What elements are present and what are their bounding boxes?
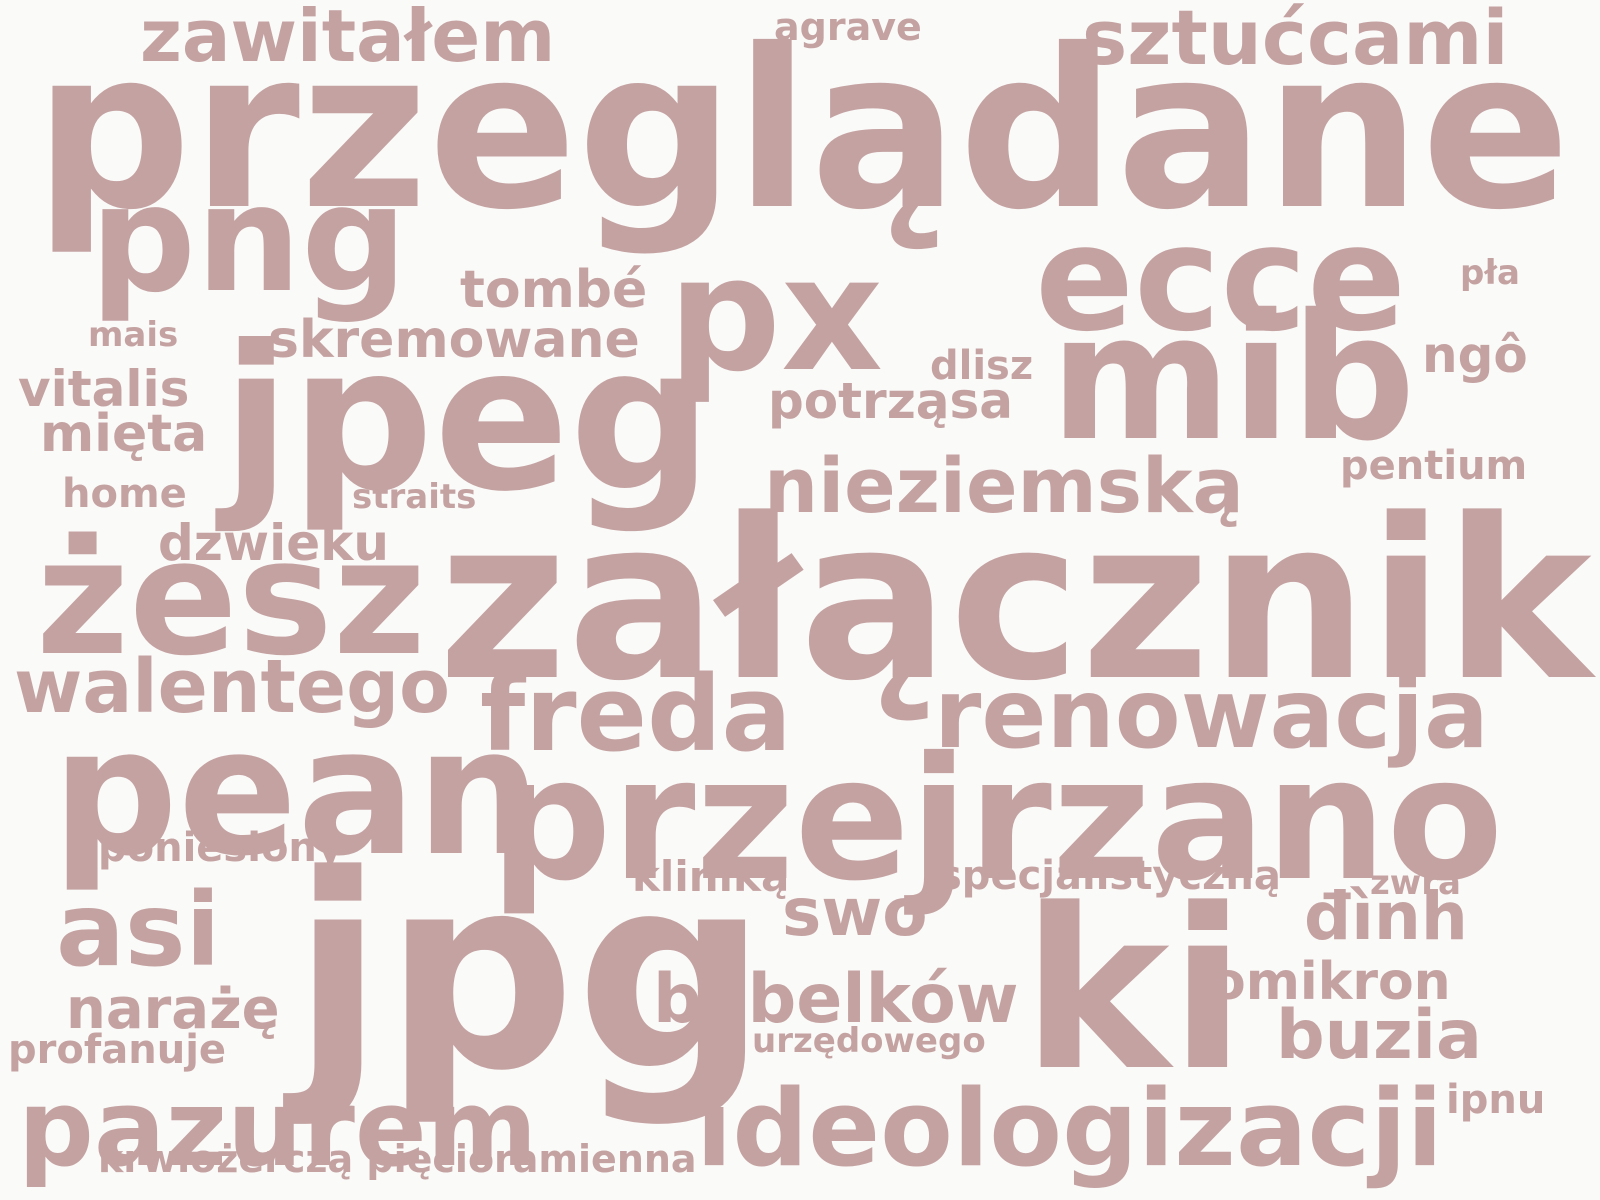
word-mais: mais <box>88 315 179 355</box>
word-jpg: jpg <box>292 818 768 1130</box>
word-pentium: pentium <box>1340 443 1528 489</box>
word-swo: swo <box>782 874 928 951</box>
word-zesz: żesz <box>36 504 426 691</box>
word-ipnu: ipnu <box>1446 1077 1546 1123</box>
word-ki: ki <box>1022 862 1246 1120</box>
word-pazurem: pazurem <box>18 1067 538 1190</box>
word-dzwieku: dzwieku <box>158 514 389 572</box>
word-mieta: mięta <box>40 404 208 464</box>
word-sztuccami: sztućcami <box>1082 0 1509 82</box>
word-dlisz: dlisz <box>930 343 1034 389</box>
word-pla: pła <box>1460 253 1520 293</box>
word-agrave: agrave <box>774 5 922 49</box>
word-dinh: đình <box>1304 878 1468 955</box>
word-vitalis: vitalis <box>18 360 190 418</box>
word-buzia: buzia <box>1276 996 1482 1075</box>
word-freda: freda <box>480 653 792 775</box>
word-tombe: tombé <box>460 260 648 320</box>
word-mib: mib <box>1050 277 1416 480</box>
word-profanuje: profanuje <box>8 1027 227 1073</box>
word-potrzasa: potrząsa <box>768 372 1014 430</box>
word-krwiozercza-piecioramienna: krwiożerczą pięcioramienna <box>98 1137 697 1181</box>
word-px: px <box>668 223 884 407</box>
word-zalacznik: załącznik <box>438 472 1592 730</box>
word-png: png <box>90 153 408 325</box>
word-specjalistyczna: specjalistyczną <box>938 853 1281 899</box>
word-ecce: ecce <box>1035 194 1407 364</box>
word-ngo: ngô <box>1422 326 1528 384</box>
word-walentego: walentego <box>14 644 450 730</box>
word-skremowane: skremowane <box>268 310 640 370</box>
word-zwra: zwra <box>1370 863 1461 903</box>
word-straits: straits <box>352 477 477 517</box>
word-nieziemska: nieziemską <box>764 441 1244 530</box>
word-naraze: narażę <box>66 977 280 1042</box>
word-omikron: omikron <box>1210 952 1451 1012</box>
word-klinika: kliniką <box>632 852 790 901</box>
word-babelkow: bąbelków <box>653 960 1019 1039</box>
word-przegladane: przeglądane <box>34 2 1571 258</box>
word-jpeg: jpeg <box>222 303 713 536</box>
word-asi: asi <box>56 871 221 990</box>
word-ideologizacji: ideologizacji <box>696 1067 1444 1190</box>
word-renowacja: renowacja <box>934 658 1489 770</box>
word-urzedowego: urzędowego <box>752 1021 986 1061</box>
word-home: home <box>62 471 187 517</box>
word-pean: pean <box>52 690 542 895</box>
word-przejrzano: przejrzano <box>490 721 1504 919</box>
word-poniesiony: poniesiony <box>98 825 343 871</box>
word-zawitalem: zawitałem <box>140 0 556 78</box>
